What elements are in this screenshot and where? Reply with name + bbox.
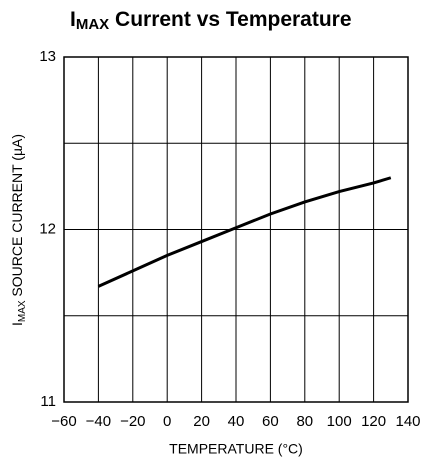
data-line [97,176,392,288]
title-main: I [70,8,76,31]
x-tick-label: 100 [327,413,352,430]
x-tick-label: 20 [193,413,210,430]
x-tick-label: 80 [296,413,313,430]
ylabel-rest: SOURCE CURRENT (µA) [9,134,25,300]
y-tick-label: 11 [40,393,56,410]
y-tick-label: 13 [39,48,56,65]
x-tick-label: −40 [86,413,111,430]
x-tick-label: −60 [51,413,76,430]
x-tick-label: 120 [361,413,386,430]
ylabel-main: I [9,322,25,326]
y-axis-label: IMAX SOURCE CURRENT (µA) [9,134,28,326]
title-subscript: MAX [76,16,109,33]
y-tick-label: 12 [39,220,56,237]
chart-title: IMAX Current vs Temperature [70,8,352,33]
x-axis-label: TEMPERATURE (°C) [169,441,303,457]
x-tick-label: −20 [120,413,145,430]
x-tick-label: 60 [262,413,279,430]
x-tick-label: 0 [163,413,171,430]
x-tick-label: 140 [395,413,420,430]
plot-frame [63,56,409,403]
ylabel-subscript: MAX [17,300,28,322]
x-tick-label: 40 [228,413,245,430]
title-rest: Current vs Temperature [109,8,351,31]
